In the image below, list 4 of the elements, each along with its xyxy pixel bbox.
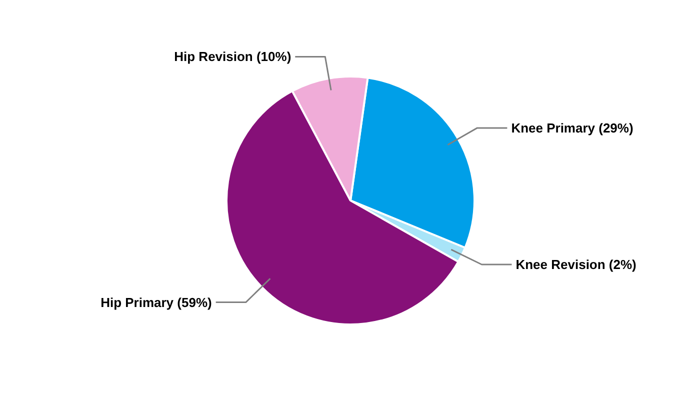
slice-label: Hip Revision (10%)	[174, 49, 292, 64]
slice-label: Knee Primary (29%)	[511, 120, 634, 136]
slice-label: Hip Primary (59%)	[100, 294, 212, 310]
slice-label: Knee Revision (2%)	[516, 257, 636, 272]
